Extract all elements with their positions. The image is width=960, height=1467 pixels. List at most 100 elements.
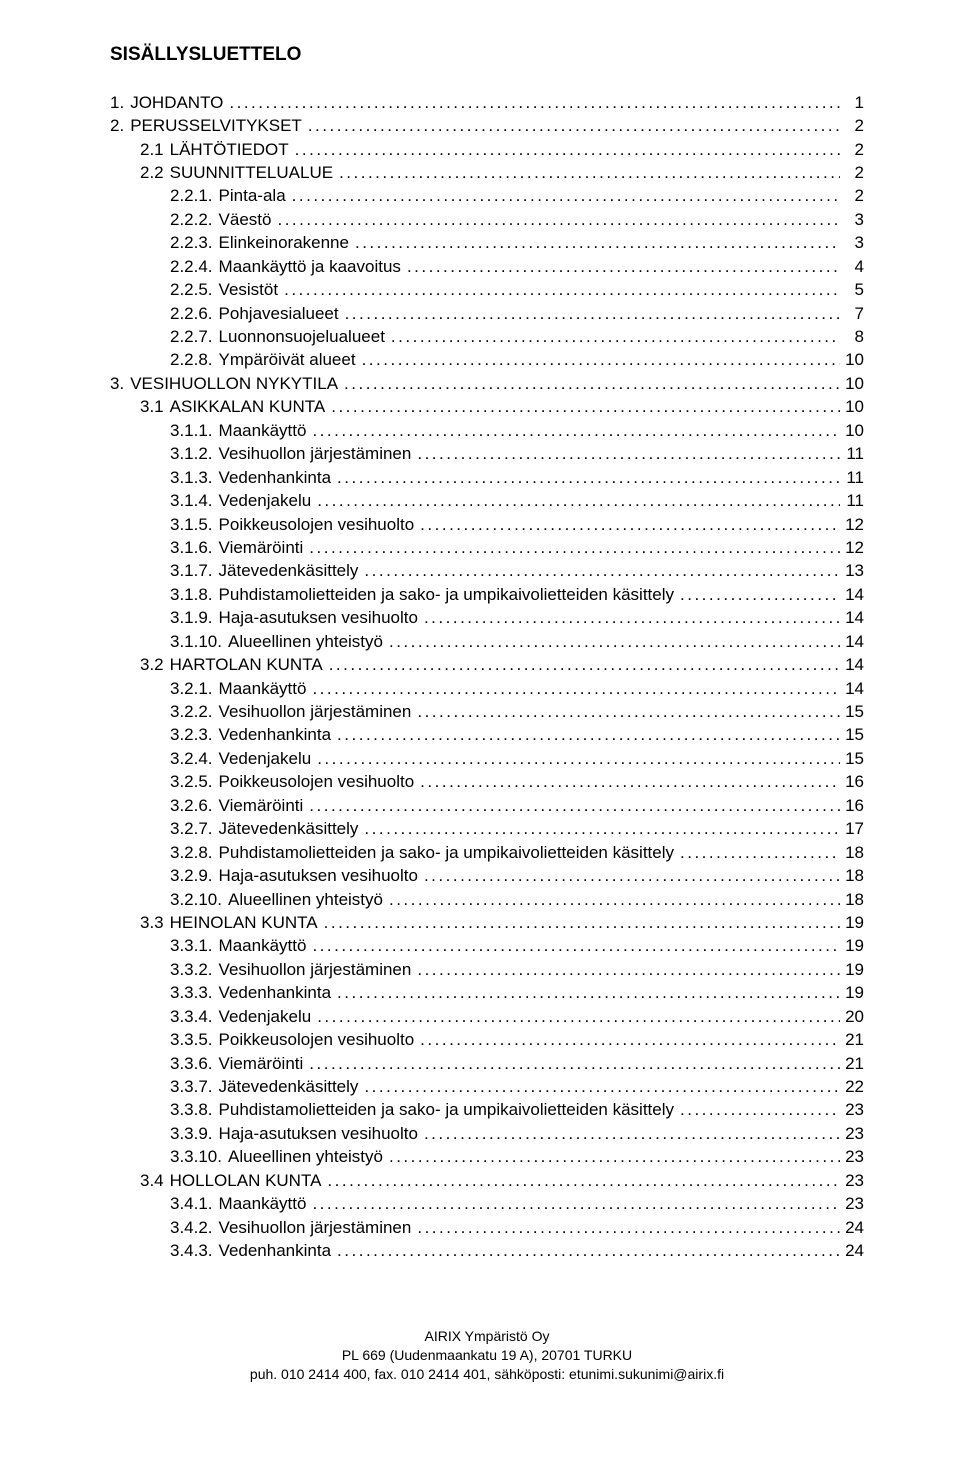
toc-entry-number: 3.3.4. <box>170 1006 219 1029</box>
toc-entry-label: Maankäyttö <box>219 420 307 443</box>
toc-leader-dots: ........................................… <box>323 654 840 677</box>
toc-entry-page: 4 <box>840 256 864 279</box>
toc-entry-number: 2. <box>110 115 130 138</box>
toc-leader-dots: ........................................… <box>418 1123 840 1146</box>
toc-entry-page: 14 <box>840 654 864 677</box>
toc-entry-page: 2 <box>840 162 864 185</box>
toc-entry: 3.1.7.Jätevedenkäsittely................… <box>110 560 864 583</box>
toc-leader-dots: ........................................… <box>358 560 840 583</box>
toc-entry-label: HARTOLAN KUNTA <box>170 654 323 677</box>
toc-leader-dots: ........................................… <box>331 1240 840 1263</box>
toc-entry-label: Viemäröinti <box>219 795 304 818</box>
toc-leader-dots: ........................................… <box>331 724 840 747</box>
toc-entry-page: 10 <box>840 373 864 396</box>
toc-entry-label: Poikkeusolojen vesihuolto <box>219 771 415 794</box>
toc-leader-dots: ........................................… <box>306 1193 840 1216</box>
toc-entry: 3.2.7.Jätevedenkäsittely................… <box>110 818 864 841</box>
toc-leader-dots: ........................................… <box>303 1053 840 1076</box>
toc-entry-label: Viemäröinti <box>219 1053 304 1076</box>
toc-entry-label: SUUNNITTELUALUE <box>170 162 333 185</box>
toc-entry-page: 14 <box>840 631 864 654</box>
toc-entry-number: 2.2.1. <box>170 185 219 208</box>
toc-entry: 2.2.1.Pinta-ala.........................… <box>110 185 864 208</box>
toc-entry-page: 3 <box>840 232 864 255</box>
toc-entry-label: Poikkeusolojen vesihuolto <box>219 514 415 537</box>
toc-entry: 3.2.4.Vedenjakelu.......................… <box>110 748 864 771</box>
toc-entry-label: Vesihuollon järjestäminen <box>219 701 412 724</box>
toc-entry-number: 2.2.4. <box>170 256 219 279</box>
toc-entry: 3.3.5.Poikkeusolojen vesihuolto.........… <box>110 1029 864 1052</box>
toc-entry-label: Viemäröinti <box>219 537 304 560</box>
toc-entry-page: 12 <box>840 514 864 537</box>
toc-entry-number: 3.4.1. <box>170 1193 219 1216</box>
toc-entry-page: 3 <box>840 209 864 232</box>
toc-entry: 2.2.2.Väestö............................… <box>110 209 864 232</box>
toc-entry: 2.2.6.Pohjavesialueet...................… <box>110 303 864 326</box>
toc-entry-page: 18 <box>840 865 864 888</box>
toc-leader-dots: ........................................… <box>325 396 840 419</box>
toc-entry-label: Haja-asutuksen vesihuolto <box>219 1123 418 1146</box>
toc-leader-dots: ........................................… <box>311 748 840 771</box>
toc-leader-dots: ........................................… <box>358 1076 840 1099</box>
toc-entry-number: 2.2.5. <box>170 279 219 302</box>
toc-entry-label: Vedenhankinta <box>219 1240 332 1263</box>
toc-leader-dots: ........................................… <box>418 865 840 888</box>
toc-entry: 3.1.5.Poikkeusolojen vesihuolto.........… <box>110 514 864 537</box>
toc-entry-page: 23 <box>840 1170 864 1193</box>
toc-leader-dots: ........................................… <box>306 678 840 701</box>
toc-entry: 2.PERUSSELVITYKSET......................… <box>110 115 864 138</box>
toc-entry-page: 21 <box>840 1029 864 1052</box>
toc-entry-number: 2.2.2. <box>170 209 219 232</box>
toc-entry-label: Vesihuollon järjestäminen <box>219 1217 412 1240</box>
toc-entry-label: Alueellinen yhteistyö <box>228 631 383 654</box>
toc-entry-number: 3.3.1. <box>170 935 219 958</box>
toc-entry-label: Vedenjakelu <box>219 490 312 513</box>
toc-entry-number: 3.4 <box>140 1170 170 1193</box>
toc-entry-number: 2.2 <box>140 162 170 185</box>
toc-entry-number: 3.2.10. <box>170 889 228 912</box>
toc-entry-number: 3.1.7. <box>170 560 219 583</box>
toc-entry-page: 23 <box>840 1193 864 1216</box>
toc-leader-dots: ........................................… <box>414 771 840 794</box>
toc-entry: 3.1ASIKKALAN KUNTA......................… <box>110 396 864 419</box>
toc-entry-label: VESIHUOLLON NYKYTILA <box>130 373 338 396</box>
toc-leader-dots: ........................................… <box>411 959 840 982</box>
toc-entry-label: Pohjavesialueet <box>219 303 339 326</box>
toc-entry-page: 11 <box>840 443 864 466</box>
toc-entry-label: Vesihuollon järjestäminen <box>219 959 412 982</box>
toc-entry-page: 11 <box>840 490 864 513</box>
toc-entry-number: 3.3.3. <box>170 982 219 1005</box>
toc-entry: 3.2.9.Haja-asutuksen vesihuolto.........… <box>110 865 864 888</box>
toc-entry-number: 3.3 <box>140 912 170 935</box>
toc-leader-dots: ........................................… <box>385 326 840 349</box>
toc-leader-dots: ........................................… <box>411 443 840 466</box>
toc-entry: 3.1.1.Maankäyttö........................… <box>110 420 864 443</box>
toc-entry-number: 3.2.2. <box>170 701 219 724</box>
toc-entry: 3.4HOLLOLAN KUNTA.......................… <box>110 1170 864 1193</box>
toc-entry-number: 3.1.1. <box>170 420 219 443</box>
footer-line-1: AIRIX Ympäristö Oy <box>110 1327 864 1346</box>
toc-entry-page: 18 <box>840 842 864 865</box>
toc-entry-number: 3.2 <box>140 654 170 677</box>
toc-entry: 3.3.10.Alueellinen yhteistyö............… <box>110 1146 864 1169</box>
toc-entry: 3.1.9.Haja-asutuksen vesihuolto.........… <box>110 607 864 630</box>
toc-entry-number: 3.1.9. <box>170 607 219 630</box>
toc-entry-number: 3.3.9. <box>170 1123 219 1146</box>
toc-entry-number: 3.2.9. <box>170 865 219 888</box>
toc-entry-number: 3. <box>110 373 130 396</box>
toc-leader-dots: ........................................… <box>401 256 840 279</box>
toc-entry-label: Alueellinen yhteistyö <box>228 1146 383 1169</box>
toc-entry: 3.VESIHUOLLON NYKYTILA..................… <box>110 373 864 396</box>
toc-entry-number: 2.2.7. <box>170 326 219 349</box>
toc-entry-page: 19 <box>840 959 864 982</box>
toc-entry: 2.1LÄHTÖTIEDOT..........................… <box>110 139 864 162</box>
toc-entry-page: 23 <box>840 1123 864 1146</box>
toc-entry-number: 3.3.10. <box>170 1146 228 1169</box>
toc-entry-label: Poikkeusolojen vesihuolto <box>219 1029 415 1052</box>
toc-entry-page: 14 <box>840 678 864 701</box>
toc-entry-label: PERUSSELVITYKSET <box>130 115 302 138</box>
toc-entry-page: 19 <box>840 935 864 958</box>
toc-entry: 3.2.8.Puhdistamolietteiden ja sako- ja u… <box>110 842 864 865</box>
toc-leader-dots: ........................................… <box>674 1099 840 1122</box>
toc-entry-label: Maankäyttö ja kaavoitus <box>219 256 401 279</box>
